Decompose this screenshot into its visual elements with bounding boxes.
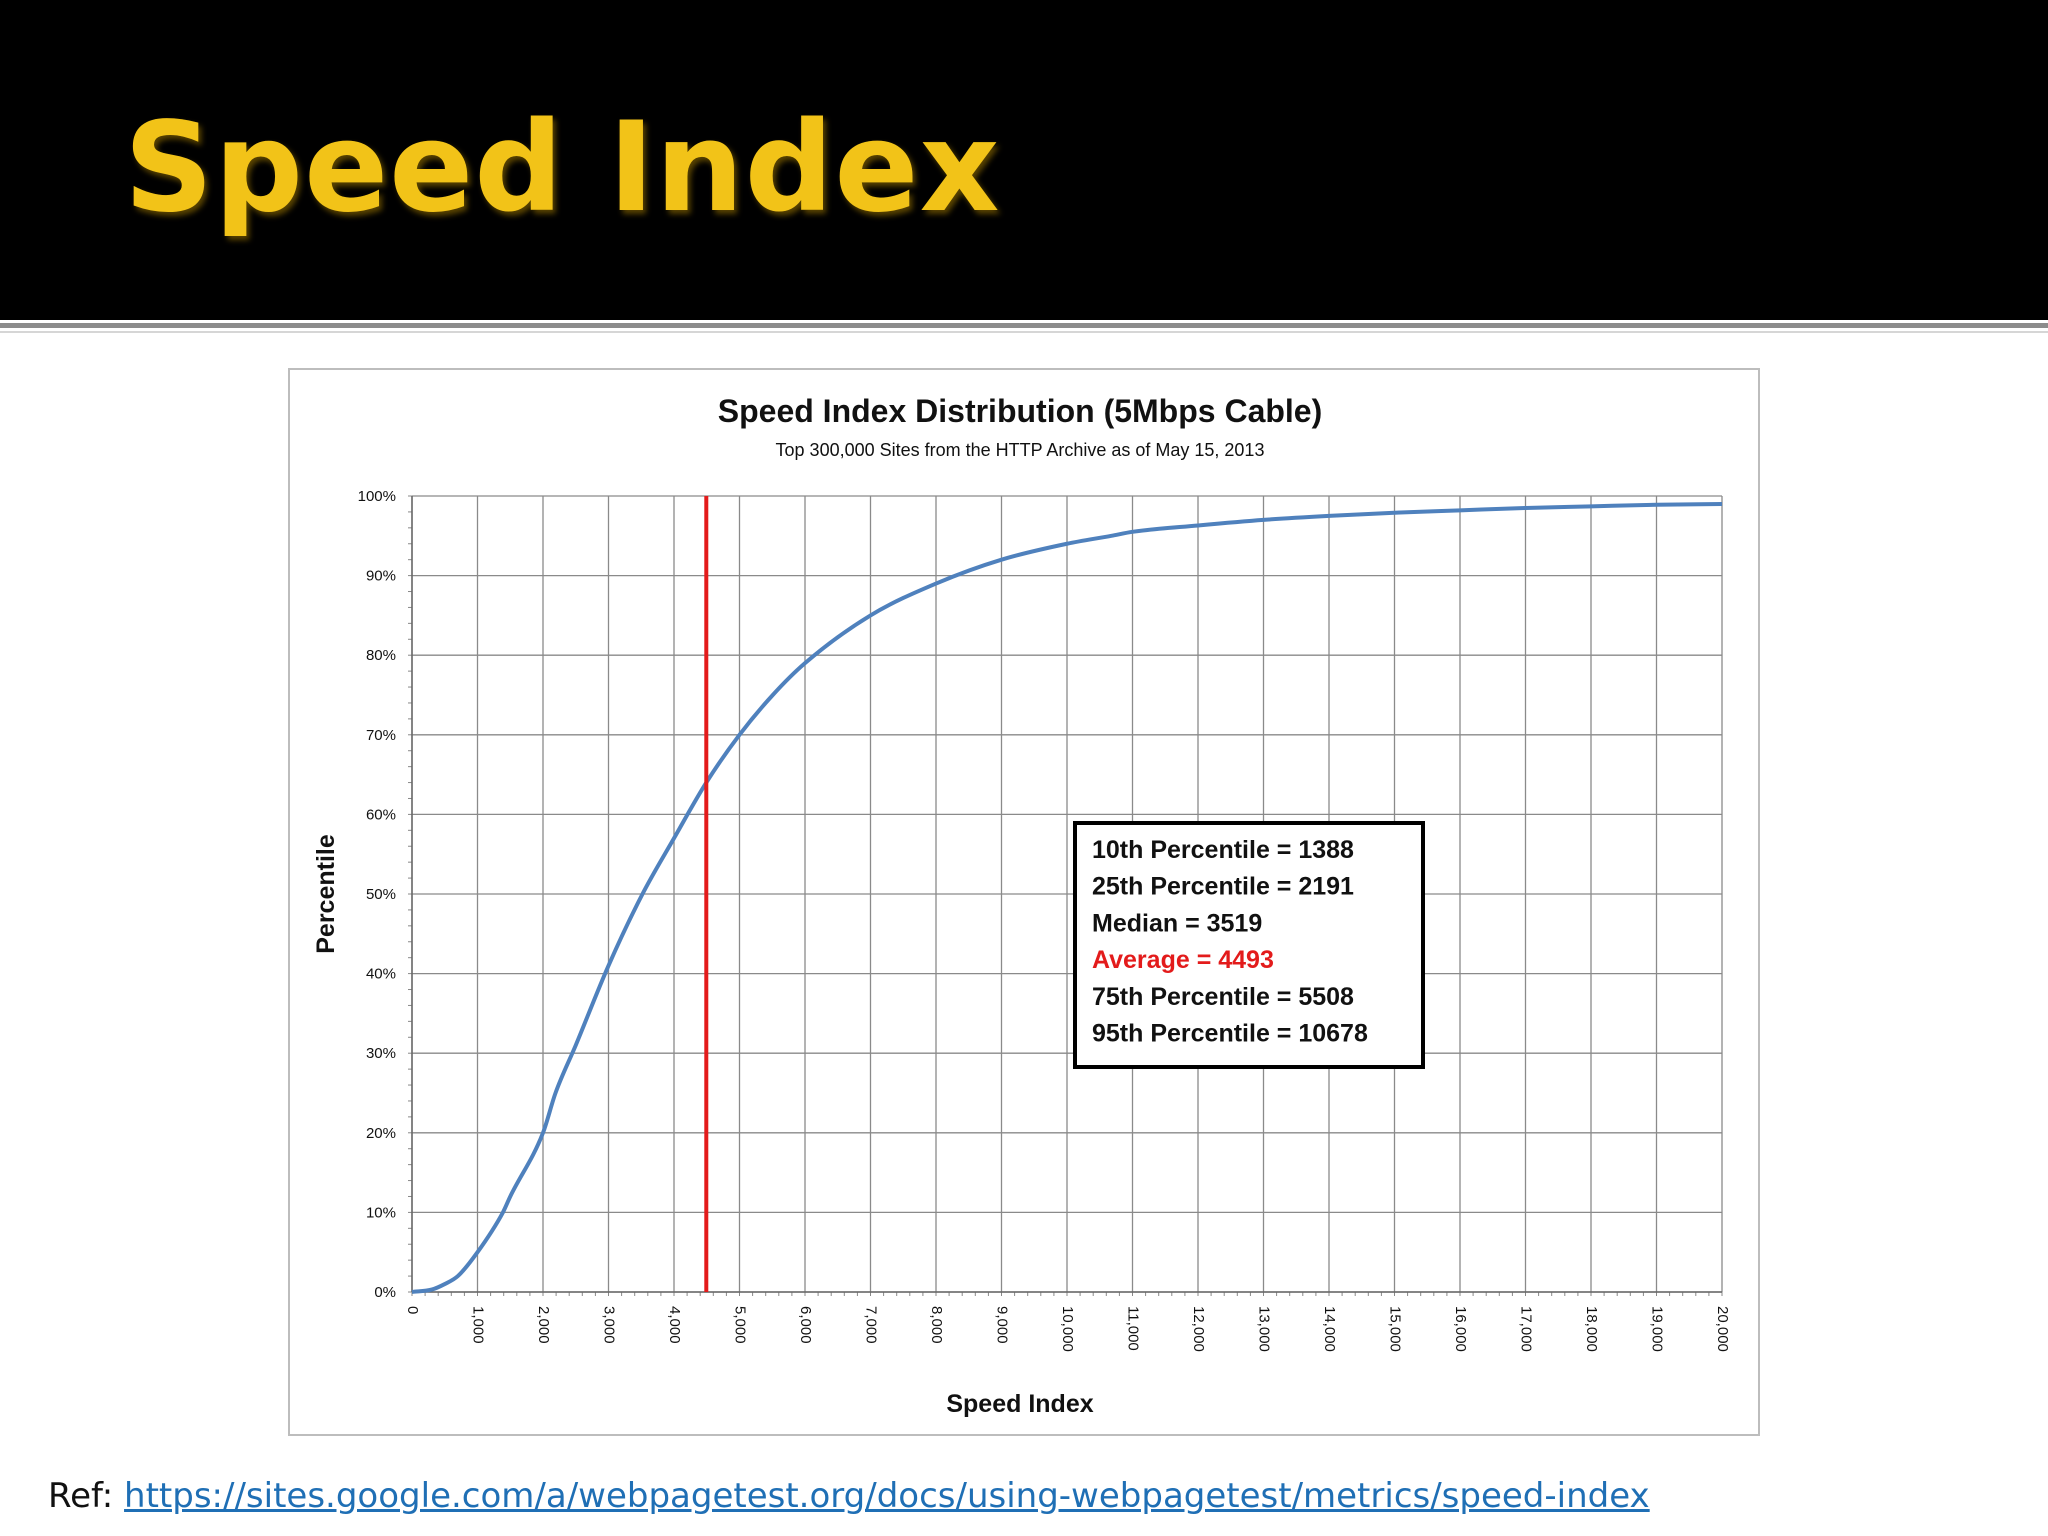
y-tick-label: 100% [358,488,396,505]
x-tick-label: 3,000 [601,1306,618,1344]
y-tick-label: 20% [366,1125,396,1142]
x-tick-label: 16,000 [1452,1306,1469,1352]
y-tick-label: 50% [366,886,396,903]
y-tick-label: 60% [366,806,396,823]
x-tick-label: 11,000 [1125,1306,1142,1351]
stats-box-line: 10th Percentile = 1388 [1092,836,1354,864]
x-tick-label: 6,000 [797,1306,814,1344]
title-band [0,0,2048,320]
x-tick-label: 18,000 [1583,1306,1600,1352]
stats-box-line: 95th Percentile = 10678 [1092,1020,1368,1048]
slide-title: Speed Index [124,96,1001,240]
x-tick-label: 7,000 [863,1306,880,1344]
x-axis-label: Speed Index [946,1390,1093,1418]
x-tick-label: 4,000 [666,1306,683,1344]
x-tick-label: 2,000 [535,1306,552,1344]
stats-box-line: 25th Percentile = 2191 [1092,873,1354,901]
y-tick-label: 10% [366,1204,396,1221]
x-tick-label: 20,000 [1714,1306,1731,1352]
y-tick-label: 40% [366,966,396,983]
stats-box-line: Average = 4493 [1092,946,1274,974]
divider-line-light [0,331,2048,333]
chart-frame: Speed Index Distribution (5Mbps Cable) To… [288,368,1760,1436]
ref-label: Ref: [48,1476,114,1516]
stats-box [1073,821,1425,1069]
stats-box-line: 75th Percentile = 5508 [1092,983,1354,1011]
y-tick-label: 0% [374,1284,396,1301]
ref-link[interactable]: https://sites.google.com/a/webpagetest.o… [124,1476,1650,1516]
divider-line [0,323,2048,328]
x-tick-label: 14,000 [1321,1306,1338,1352]
y-tick-label: 30% [366,1045,396,1062]
chart-title: Speed Index Distribution (5Mbps Cable) [718,393,1323,429]
x-tick-label: 8,000 [928,1306,945,1344]
x-tick-label: 15,000 [1387,1306,1404,1352]
x-tick-label: 5,000 [732,1306,749,1344]
reference-line: Ref: https://sites.google.com/a/webpaget… [48,1476,1650,1516]
x-tick-label: 13,000 [1256,1306,1273,1352]
chart-subtitle: Top 300,000 Sites from the HTTP Archive … [776,440,1265,460]
speed-index-chart: Speed Index Distribution (5Mbps Cable) To… [312,393,1731,1418]
distribution-curve [411,501,1723,1294]
x-tick-label: 10,000 [1059,1306,1076,1352]
x-tick-label: 0 [404,1306,421,1314]
x-tick-label: 9,000 [994,1306,1011,1344]
x-tick-label: 19,000 [1649,1306,1666,1352]
x-tick-label: 12,000 [1190,1306,1207,1352]
stats-box-line: Median = 3519 [1092,909,1262,937]
x-tick-label: 17,000 [1518,1306,1535,1352]
x-tick-label: 1,000 [470,1306,487,1344]
y-tick-label: 70% [366,727,396,744]
y-axis-label: Percentile [312,834,340,954]
y-tick-label: 90% [366,568,396,585]
y-tick-label: 80% [366,647,396,664]
